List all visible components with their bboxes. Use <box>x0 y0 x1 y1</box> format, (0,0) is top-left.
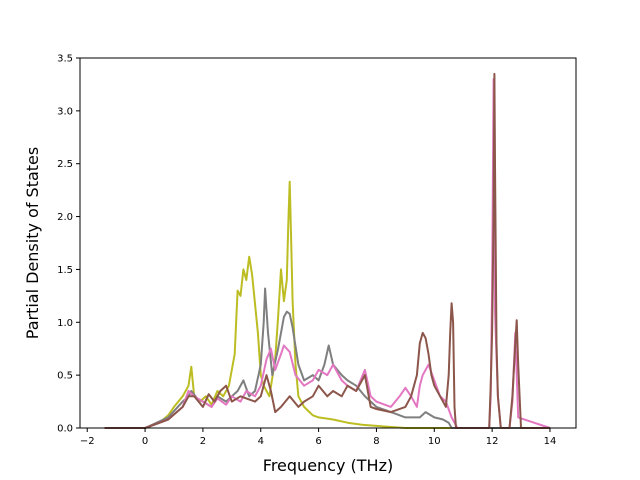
y-tick-label: 0.5 <box>57 371 73 382</box>
plot-frame <box>79 57 577 429</box>
x-axis-label: Frequency (THz) <box>263 456 393 475</box>
pdos-series-line-4 <box>104 72 550 429</box>
pdos-series-line-2 <box>104 287 550 429</box>
x-tick-label: 2 <box>200 436 206 447</box>
x-axis-ticks: −2 0 2 4 6 8 10 12 14 <box>80 428 556 447</box>
y-tick-label: 1.0 <box>57 318 73 329</box>
x-tick-label: 4 <box>258 436 264 447</box>
y-tick-label: 1.5 <box>57 265 73 276</box>
x-tick-label: 8 <box>373 436 379 447</box>
x-tick-label: 6 <box>315 436 321 447</box>
y-tick-label: 3.5 <box>57 54 73 65</box>
y-tick-label: 3.0 <box>57 106 73 117</box>
x-tick-label: −2 <box>80 436 95 447</box>
plot-lines <box>104 72 551 429</box>
pdos-series-line-1 <box>104 180 550 429</box>
y-tick-label: 2.0 <box>57 212 73 223</box>
x-tick-label: 0 <box>142 436 148 447</box>
y-tick-label: 2.5 <box>57 159 73 170</box>
x-tick-label: 10 <box>428 436 441 447</box>
pdos-series-line-3 <box>104 78 551 429</box>
y-tick-label: 0.0 <box>57 424 73 435</box>
x-tick-label: 14 <box>544 436 557 447</box>
y-axis-label: Partial Density of States <box>23 147 42 339</box>
x-tick-label: 12 <box>486 436 499 447</box>
y-axis-ticks: 0.0 0.5 1.0 1.5 2.0 2.5 3.0 3.5 <box>57 54 80 435</box>
